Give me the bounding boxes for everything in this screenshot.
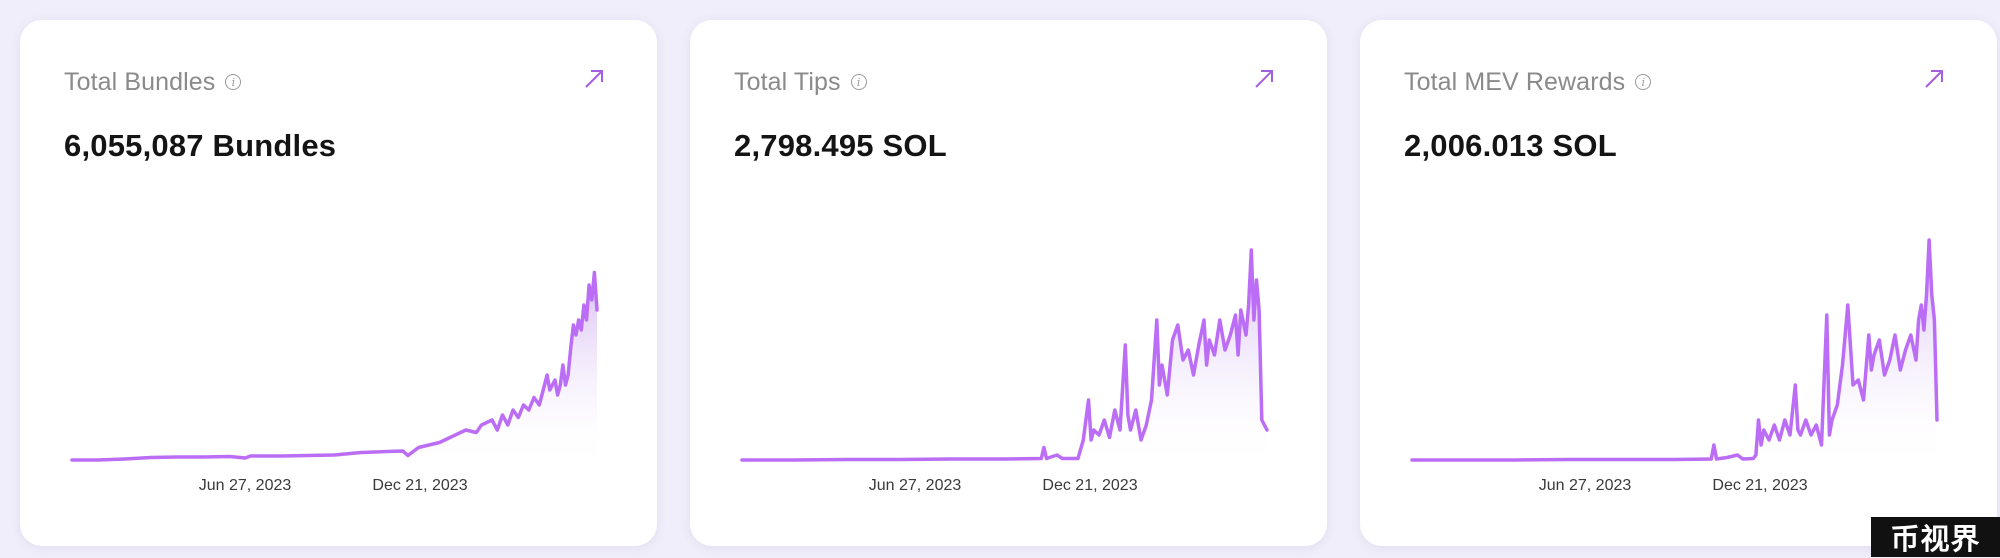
x-tick-label: Dec 21, 2023: [1042, 477, 1137, 494]
card-value: 2,006.013 SOL: [1404, 128, 1617, 163]
card-total-mev-rewards: Jun 27, 2023 Dec 21, 2023 Total MEV Rewar…: [1360, 20, 1997, 546]
arrow-up-right-icon[interactable]: [1253, 68, 1275, 90]
chart-series-line[interactable]: [70, 270, 599, 462]
card-value: 6,055,087 Bundles: [64, 128, 337, 163]
x-tick-label: Dec 21, 2023: [372, 477, 467, 494]
x-tick-label: Jun 27, 2023: [199, 477, 292, 494]
chart-total-bundles: Jun 27, 2023 Dec 21, 2023: [70, 270, 599, 494]
card-header: Total Tips i: [734, 64, 867, 100]
card-value: 2,798.495 SOL: [734, 128, 947, 163]
arrow-up-right-icon[interactable]: [1923, 68, 1945, 90]
card-title: Total MEV Rewards: [1404, 67, 1626, 96]
card-header: Total Bundles i: [64, 64, 242, 100]
watermark-logo: 币视界: [1871, 517, 2000, 557]
card-header: Total MEV Rewards i: [1404, 64, 1652, 100]
chart-area-fill: [72, 272, 597, 460]
card-title: Total Bundles: [64, 67, 216, 96]
x-tick-label: Dec 21, 2023: [1712, 477, 1807, 494]
chart-area-fill: [1412, 240, 1937, 460]
chart-total-mev-rewards: Jun 27, 2023 Dec 21, 2023: [1410, 238, 1939, 494]
stats-cards: Jun 27, 2023 Dec 21, 2023 Total Bundles i…: [20, 20, 2000, 546]
card-total-bundles: Jun 27, 2023 Dec 21, 2023 Total Bundles i…: [20, 20, 657, 546]
x-tick-label: Jun 27, 2023: [1539, 477, 1632, 494]
chart-total-tips: Jun 27, 2023 Dec 21, 2023: [740, 248, 1269, 494]
card-title: Total Tips: [734, 67, 841, 96]
chart-series-line[interactable]: [740, 248, 1269, 462]
card-total-tips: Jun 27, 2023 Dec 21, 2023 Total Tips i 2,…: [690, 20, 1327, 546]
chart-area-fill: [742, 250, 1267, 460]
info-icon[interactable]: i: [1635, 74, 1652, 90]
info-icon[interactable]: i: [850, 74, 867, 90]
arrow-up-right-icon[interactable]: [583, 68, 605, 90]
x-tick-label: Jun 27, 2023: [869, 477, 962, 494]
chart-series-line[interactable]: [1410, 238, 1939, 462]
info-icon[interactable]: i: [225, 74, 242, 90]
